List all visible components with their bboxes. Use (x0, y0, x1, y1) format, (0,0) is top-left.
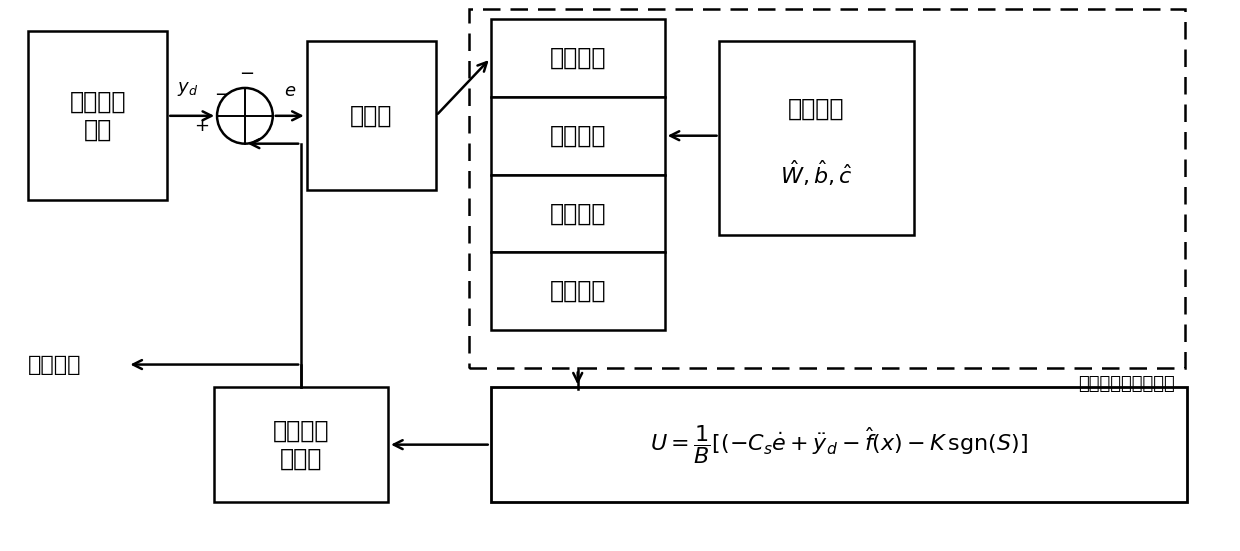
Text: 数据删除: 数据删除 (549, 279, 606, 303)
Text: 有源电力
滤波器: 有源电力 滤波器 (273, 419, 330, 471)
FancyBboxPatch shape (491, 387, 1187, 502)
Text: $\hat{W},\hat{b},\hat{c}$: $\hat{W},\hat{b},\hat{c}$ (780, 158, 853, 188)
FancyBboxPatch shape (29, 31, 167, 201)
Text: $e$: $e$ (284, 82, 296, 100)
FancyBboxPatch shape (215, 387, 388, 502)
FancyBboxPatch shape (469, 9, 1185, 368)
FancyBboxPatch shape (491, 97, 665, 175)
Text: $U=\dfrac{1}{B}[(-C_s\dot{e}+\ddot{y}_d-\hat{f}(x)-K\,\mathrm{sgn}(S)]$: $U=\dfrac{1}{B}[(-C_s\dot{e}+\ddot{y}_d-… (650, 423, 1028, 466)
FancyBboxPatch shape (491, 175, 665, 252)
Text: 参数更新: 参数更新 (549, 124, 606, 148)
Text: 滑模面: 滑模面 (350, 104, 392, 128)
Text: 注入电网: 注入电网 (29, 354, 82, 375)
FancyBboxPatch shape (491, 19, 665, 97)
Text: $+$: $+$ (193, 117, 210, 135)
FancyBboxPatch shape (306, 41, 436, 191)
FancyBboxPatch shape (719, 41, 914, 235)
Text: 规则增加: 规则增加 (549, 46, 606, 70)
Text: $y_d$: $y_d$ (176, 80, 198, 98)
Text: 元认知模糊神经网络: 元认知模糊神经网络 (1079, 375, 1176, 393)
Text: 自适应律: 自适应律 (789, 96, 844, 120)
Text: $-$: $-$ (215, 84, 229, 102)
FancyBboxPatch shape (491, 252, 665, 329)
Text: $-$: $-$ (239, 63, 254, 81)
Circle shape (217, 88, 273, 144)
Text: 指令电流
信号: 指令电流 信号 (69, 90, 126, 142)
Text: 规则删减: 规则删减 (549, 201, 606, 225)
